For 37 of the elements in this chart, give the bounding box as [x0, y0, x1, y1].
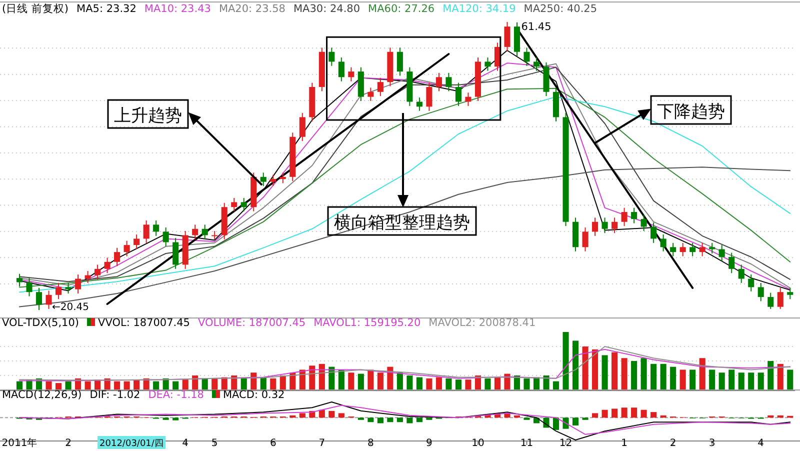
annotation: 61.45: [521, 21, 552, 33]
x-tick-label: 6: [270, 438, 276, 449]
chart-title: MACD(12,26,9): [2, 389, 82, 401]
series-label: DEA: -1.18: [148, 389, 204, 401]
chart-title: VOL-TDX(5,10): [2, 317, 80, 329]
annotation: 下降趋势: [657, 102, 725, 122]
text: MA20: 23.58: [218, 3, 286, 15]
x-tick-label: 2: [670, 438, 676, 449]
x-tick-label: 7: [318, 438, 326, 449]
text: MA30: 24.80: [293, 3, 360, 15]
text: MA250: 40.25: [524, 3, 598, 15]
text: MA5: 23.32: [76, 3, 136, 15]
x-tick-label: 12: [559, 438, 572, 449]
legend-label: VVOL: 187007.45: [98, 317, 190, 329]
text: MAVOL2: 200878.41: [428, 317, 536, 329]
text: VOLUME: 187007.45: [198, 317, 306, 329]
x-tick-label: 5: [211, 438, 218, 449]
annotation: 2012/03/01/四: [100, 439, 164, 449]
x-tick-label: 2: [65, 438, 72, 449]
x-tick-label: 10: [472, 438, 484, 449]
x-tick-label: 8: [367, 438, 374, 449]
text: MA10: 23.43: [144, 3, 211, 15]
series-label: DIF: -1.02: [90, 389, 140, 401]
x-tick-label: 2011年: [2, 437, 38, 449]
text: MA60: 27.26: [368, 3, 435, 15]
text: MAVOL1: 159195.20: [314, 317, 421, 329]
x-tick-label: 4: [182, 438, 189, 449]
annotation: 上升趋势: [114, 106, 182, 126]
x-tick-label: 11: [520, 438, 534, 449]
chart-title: (日线 前复权): [2, 2, 69, 15]
x-tick-label: 4: [758, 438, 764, 449]
annotation: ←20.45: [52, 302, 90, 313]
x-tick-label: 9: [426, 438, 432, 449]
legend-label: MACD: 0.32: [222, 389, 285, 401]
x-tick-label: 1: [621, 438, 628, 449]
x-tick-label: 3: [708, 438, 716, 449]
text: MA120: 34.19: [442, 3, 516, 15]
